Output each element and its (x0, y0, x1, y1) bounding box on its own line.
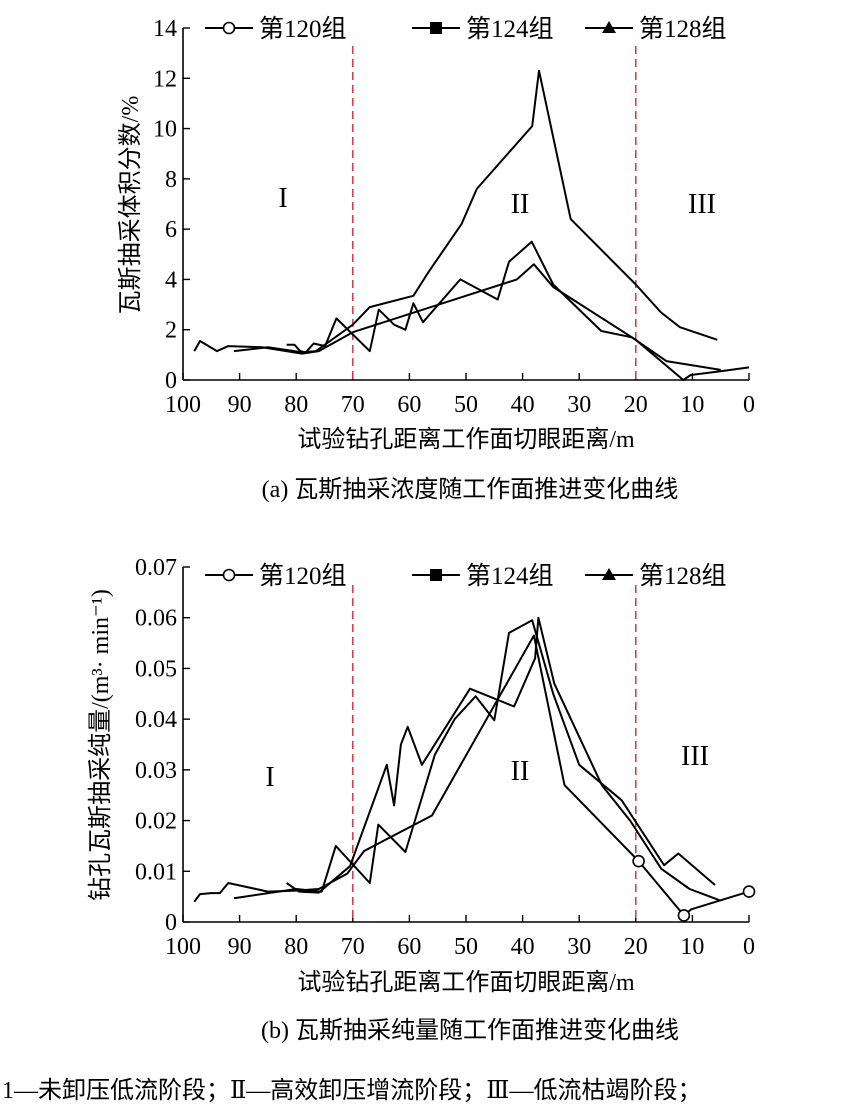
x-tick-label: 40 (511, 392, 535, 418)
y-tick-label: 0.02 (135, 809, 177, 835)
x-tick-label: 100 (165, 934, 201, 960)
stage-label: II (511, 189, 530, 220)
series-line-2 (233, 69, 718, 354)
x-tick-label: 70 (341, 934, 365, 960)
x-tick-label: 40 (511, 934, 535, 960)
y-tick-label: 0 (165, 368, 177, 394)
legend-label: 第128组 (639, 562, 727, 590)
legend-circle-icon (222, 21, 236, 35)
y-tick-label: 0.01 (135, 859, 177, 885)
x-tick-label: 90 (228, 934, 252, 960)
y-tick-label: 10 (153, 117, 177, 143)
series-marker (677, 909, 691, 922)
legend-label: 第120组 (259, 562, 347, 590)
stage-label: I (278, 183, 287, 214)
y-tick-label: 8 (165, 167, 177, 193)
chart-caption: (a) 瓦斯抽采浓度随工作面推进变化曲线 (262, 476, 679, 503)
legend-label: 第124组 (466, 15, 554, 43)
chart-caption: (b) 瓦斯抽采纯量随工作面推进变化曲线 (261, 1017, 679, 1044)
legend-square-icon (430, 22, 442, 34)
y-tick-label: 0.07 (135, 555, 177, 581)
legend-circle-icon (222, 568, 236, 582)
x-tick-label: 80 (284, 392, 308, 418)
legend-label: 第128组 (639, 15, 727, 43)
x-tick-label: 0 (743, 392, 755, 418)
series-line-3 (286, 616, 722, 902)
stage-label: II (511, 756, 530, 787)
y-tick-label: 0.06 (135, 606, 177, 632)
y-tick-label: 12 (153, 66, 177, 92)
x-tick-label: 30 (567, 934, 591, 960)
y-tick-label: 2 (165, 318, 177, 344)
x-tick-label: 60 (397, 934, 421, 960)
y-tick-label: 0.03 (135, 758, 177, 784)
x-tick-label: 70 (341, 392, 365, 418)
legend-triangle-icon (602, 21, 616, 33)
y-tick-label: 14 (153, 16, 177, 42)
legend-label: 第124组 (466, 562, 554, 590)
legend-square-icon (430, 569, 442, 581)
stage-label: III (688, 189, 716, 220)
x-tick-label: 10 (680, 934, 704, 960)
x-tick-label: 20 (624, 934, 648, 960)
y-axis-title: 钻孔瓦斯抽采纯量/(m³· min⁻¹) (87, 589, 114, 901)
x-tick-label: 100 (165, 392, 201, 418)
legend-label: 第120组 (259, 15, 347, 43)
y-axis-title: 瓦斯抽采体积分数/% (117, 96, 144, 315)
x-tick-label: 50 (454, 934, 478, 960)
y-tick-label: 6 (165, 217, 177, 243)
x-tick-label: 90 (228, 392, 252, 418)
chart-b-pure-flow: 100 90 80 70 60 50 40 30 20 10 000.010.020.030.040… (87, 555, 756, 1044)
stage-label: I (265, 762, 274, 793)
series-marker (632, 854, 645, 868)
x-tick-label: 10 (680, 392, 704, 418)
series-line-1 (193, 263, 750, 381)
series-marker (742, 885, 756, 898)
y-tick-label: 0.05 (135, 656, 177, 682)
x-axis-title: 试验钻孔距离工作面切眼距离/m (297, 426, 635, 453)
stage-label: III (681, 741, 709, 772)
y-tick-label: 0 (165, 910, 177, 936)
x-tick-label: 0 (743, 934, 755, 960)
x-axis-title: 试验钻孔距离工作面切眼距离/m (297, 969, 635, 996)
series-line-1 (193, 634, 750, 917)
series-line-3 (286, 240, 721, 371)
x-tick-label: 20 (624, 392, 648, 418)
x-tick-label: 80 (284, 934, 308, 960)
footnote: 1—未卸压低流阶段；Ⅱ—高效卸压增流阶段；Ⅲ—低流枯竭阶段； (2, 1077, 701, 1104)
y-tick-label: 4 (165, 267, 177, 293)
legend-triangle-icon (602, 568, 616, 580)
x-tick-label: 50 (454, 392, 478, 418)
series-line-2 (233, 619, 716, 900)
x-tick-label: 30 (567, 392, 591, 418)
y-tick-label: 0.04 (135, 707, 177, 733)
x-tick-label: 60 (397, 392, 421, 418)
